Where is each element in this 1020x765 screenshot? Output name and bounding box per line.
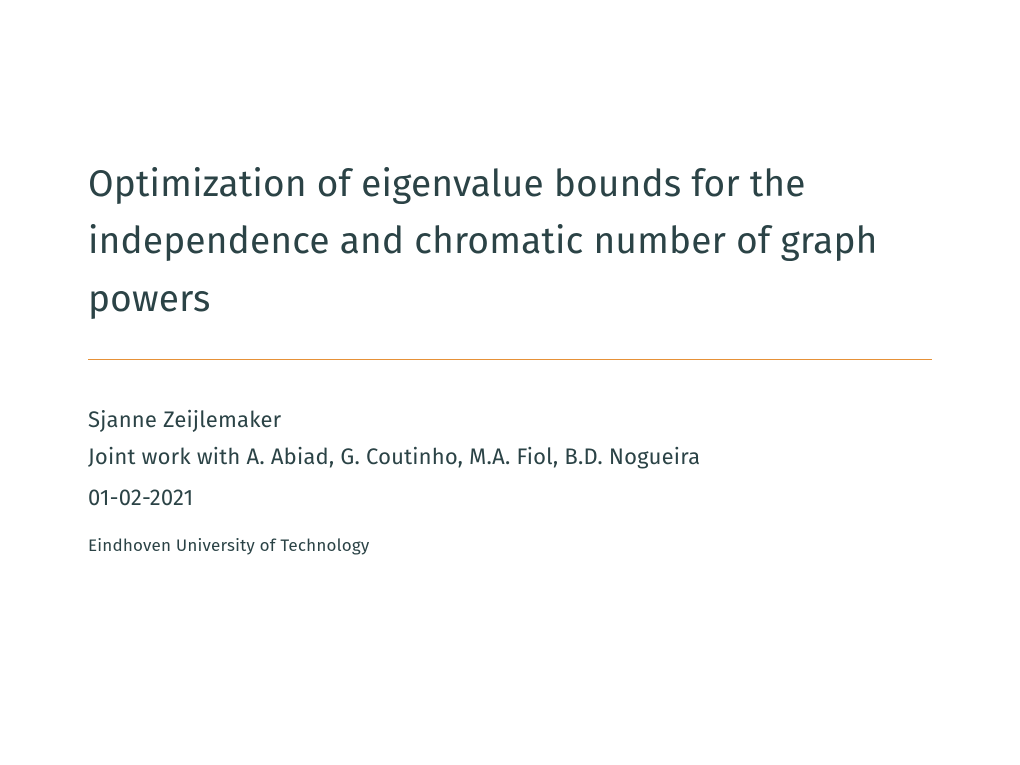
presentation-date: 01-02-2021: [88, 484, 932, 511]
affiliation: Eindhoven University of Technology: [88, 535, 932, 556]
author-name: Sjanne Zeijlemaker: [88, 406, 932, 433]
presentation-title: Optimization of eigenvalue bounds for th…: [88, 155, 932, 327]
title-divider: [88, 359, 932, 360]
joint-work-line: Joint work with A. Abiad, G. Coutinho, M…: [88, 443, 932, 470]
title-slide: Optimization of eigenvalue bounds for th…: [0, 0, 1020, 765]
